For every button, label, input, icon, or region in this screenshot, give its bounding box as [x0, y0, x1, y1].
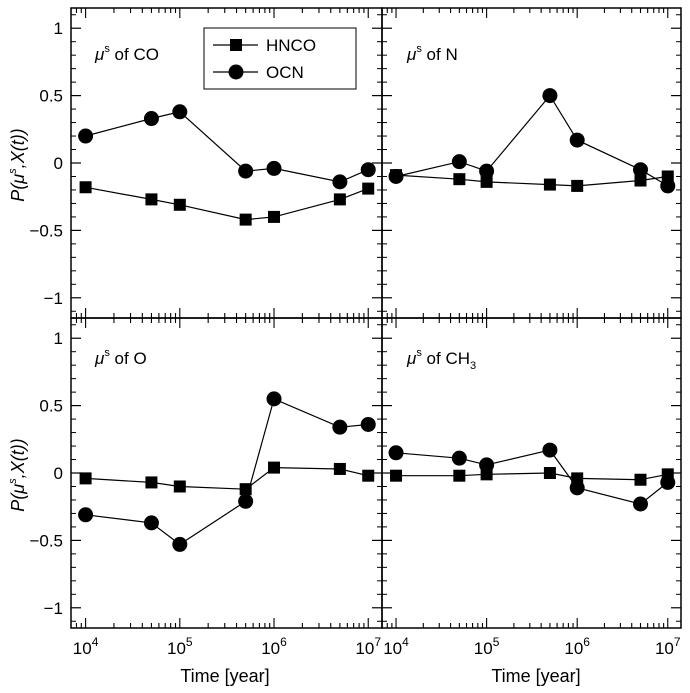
legend-box — [203, 27, 357, 90]
x-axis-label-left: Time [year] — [180, 666, 269, 686]
y-tick-label: 0 — [54, 154, 63, 173]
data-point-ocn — [332, 419, 348, 435]
data-point-ocn — [569, 132, 585, 148]
y-tick-label: 0.5 — [39, 397, 63, 416]
data-point-ocn — [172, 104, 188, 120]
x-tick-label: 104 — [73, 635, 99, 658]
y-axis-label-bottom: P(μs,X(t)) — [7, 438, 28, 511]
y-tick-label: 1 — [54, 329, 63, 348]
data-point-hnco — [239, 213, 252, 226]
y-tick-label: 1 — [54, 19, 63, 38]
x-tick-label: 105 — [474, 635, 500, 658]
data-point-ocn — [660, 474, 676, 490]
x-axis-label-right: Time [year] — [491, 666, 580, 686]
x-tick-label: 106 — [261, 635, 287, 658]
data-point-ocn — [266, 391, 282, 407]
data-point-ocn — [238, 163, 254, 179]
data-point-ocn — [360, 162, 376, 178]
data-point-ocn — [332, 174, 348, 190]
panel-title-co: μs of CO — [94, 43, 159, 64]
data-point-hnco — [634, 473, 647, 486]
data-point-hnco — [333, 193, 346, 206]
data-point-ocn — [569, 480, 585, 496]
x-tick-label: 105 — [167, 635, 193, 658]
series-line-ocn — [395, 449, 669, 505]
series-line-ocn — [85, 398, 369, 546]
data-point-hnco — [79, 181, 92, 194]
data-point-hnco — [543, 467, 556, 479]
y-tick-label: 0 — [54, 464, 63, 483]
data-point-ocn — [360, 416, 376, 432]
data-point-hnco — [362, 182, 375, 195]
data-point-hnco — [173, 480, 186, 493]
series-line-hnco — [85, 186, 369, 221]
data-point-hnco — [571, 179, 584, 192]
series-line-ocn — [395, 94, 669, 187]
data-point-hnco — [362, 469, 375, 482]
x-tick-label: 107 — [355, 635, 381, 658]
legend-ocn-label: OCN — [266, 63, 304, 82]
data-point-ocn — [238, 493, 254, 509]
panel-title-o: μs of O — [94, 347, 147, 368]
legend-hnco-label: HNCO — [266, 36, 316, 55]
data-point-ocn — [632, 496, 648, 512]
data-point-ocn — [632, 162, 648, 178]
y-tick-label: −0.5 — [29, 221, 63, 240]
data-point-hnco — [453, 173, 466, 186]
data-point-ocn — [78, 507, 94, 523]
data-point-hnco — [145, 476, 158, 489]
data-point-hnco — [333, 462, 346, 475]
panel-title-ch3: μs of CH3 — [406, 347, 476, 372]
series-line-hnco — [396, 472, 668, 481]
data-point-ocn — [266, 160, 282, 176]
data-point-hnco — [173, 198, 186, 211]
data-point-ocn — [388, 445, 404, 461]
data-point-ocn — [78, 128, 94, 144]
legend-hnco-marker — [230, 39, 242, 51]
x-tick-label: 104 — [383, 635, 409, 658]
y-tick-label: −0.5 — [29, 531, 63, 550]
data-point-hnco — [145, 193, 158, 206]
data-point-hnco — [390, 469, 403, 482]
data-point-hnco — [453, 469, 466, 482]
data-point-ocn — [542, 88, 558, 104]
data-point-hnco — [634, 174, 647, 187]
series-line-hnco — [395, 174, 668, 187]
data-point-ocn — [451, 450, 467, 466]
data-point-ocn — [479, 163, 495, 179]
data-point-ocn — [451, 154, 467, 170]
data-point-ocn — [542, 442, 558, 458]
legend: HNCO OCN — [203, 27, 357, 90]
series-line-ocn — [85, 111, 369, 183]
y-tick-label: −1 — [44, 599, 63, 618]
data-point-hnco — [543, 178, 556, 191]
data-point-ocn — [388, 168, 404, 184]
data-point-ocn — [172, 536, 188, 552]
y-axis-label-top: P(μs,X(t)) — [7, 128, 28, 201]
data-point-hnco — [480, 175, 493, 188]
data-point-ocn — [143, 111, 159, 127]
legend-ocn-marker — [228, 64, 244, 80]
y-tick-label: 0.5 — [39, 87, 63, 106]
y-tick-label: −1 — [44, 289, 63, 308]
series-line-hnco — [85, 466, 369, 490]
data-point-ocn — [143, 515, 159, 531]
data-point-hnco — [268, 210, 281, 223]
data-point-ocn — [660, 178, 676, 194]
data-point-ocn — [479, 457, 495, 473]
data-point-hnco — [268, 461, 281, 474]
x-tick-label: 107 — [655, 635, 681, 658]
data-point-hnco — [79, 472, 92, 485]
x-tick-label: 106 — [564, 635, 590, 658]
panel-title-n: μs of N — [406, 43, 458, 64]
